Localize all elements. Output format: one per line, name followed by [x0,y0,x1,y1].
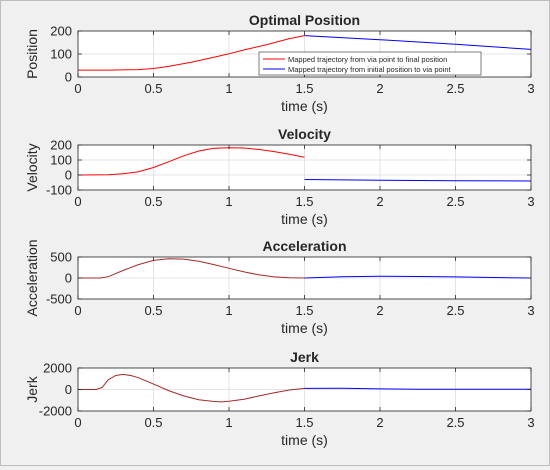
y-tick-label: 200 [50,24,72,39]
chart-title: Acceleration [262,238,346,254]
y-tick-label: 0 [65,70,72,85]
x-tick-label: 2.5 [446,415,464,430]
series-line-1 [78,35,305,71]
x-tick-label: 3 [527,81,534,96]
y-tick-label: 200 [50,138,72,153]
legend-label-1: Mapped trajectory from via point to fina… [288,55,447,64]
x-tick-label: 1 [225,303,232,318]
y-tick-label: -100 [46,183,72,198]
x-tick-label: 2 [376,81,383,96]
series-line-1 [77,147,305,176]
y-tick-label: -500 [46,292,72,307]
y-axis-label: Position [24,29,40,79]
y-tick-label: 0 [65,271,72,286]
y-tick-label: 2000 [43,361,72,376]
y-tick-label: 100 [50,47,72,62]
x-tick-label: 0 [74,415,81,430]
x-axis-label: time (s) [281,432,328,448]
x-tick-label: 3 [527,194,534,209]
x-tick-label: 0.5 [144,81,162,96]
x-tick-label: 3 [527,303,534,318]
legend: Mapped trajectory from via point to fina… [258,51,482,76]
series-line-2 [304,275,532,279]
series-line-2 [304,179,532,182]
series-line-2 [304,35,532,50]
chart-title: Velocity [278,126,331,142]
x-tick-label: 1.5 [295,194,313,209]
y-axis-label: Acceleration [24,239,40,316]
x-tick-label: 1.5 [295,303,313,318]
x-tick-label: 1.5 [295,415,313,430]
x-tick-label: 0.5 [144,415,162,430]
chart-title: Optimal Position [249,12,360,28]
x-tick-label: 2.5 [446,194,464,209]
y-tick-label: 0 [65,382,72,397]
x-tick-label: 1 [225,81,232,96]
y-tick-label: 500 [50,250,72,265]
x-tick-label: 2.5 [446,303,464,318]
series-line-1 [78,258,305,279]
x-tick-label: 1 [225,194,232,209]
series-line-1 [78,373,305,403]
x-tick-label: 2 [376,303,383,318]
x-tick-label: 0 [74,194,81,209]
y-axis-label: Jerk [24,375,40,402]
chart-panel-1: 0 0.5 1 1.5 2 2.5 3 0 100 200 Optimal Position time… [24,12,535,114]
x-axis-label: time (s) [281,320,328,336]
y-tick-label: -2000 [39,404,72,419]
y-axis-label: Velocity [24,143,40,191]
x-tick-label: 0.5 [144,194,162,209]
x-tick-label: 2 [376,194,383,209]
legend-label-2: Mapped trajectory from initial position … [288,65,451,74]
chart-title: Jerk [290,349,319,365]
y-tick-label: 0 [65,168,72,183]
x-axis-label: time (s) [281,98,328,114]
x-tick-label: 0 [74,81,81,96]
y-tick-label: 100 [50,153,72,168]
x-tick-label: 2.5 [446,81,464,96]
x-tick-label: 0.5 [144,303,162,318]
series-line-2 [304,387,532,390]
x-tick-label: 0 [74,303,81,318]
x-tick-label: 2 [376,415,383,430]
x-tick-label: 3 [527,415,534,430]
x-tick-label: 1.5 [295,81,313,96]
x-axis-label: time (s) [281,211,328,227]
legend-box [258,51,482,76]
x-tick-label: 1 [225,415,232,430]
